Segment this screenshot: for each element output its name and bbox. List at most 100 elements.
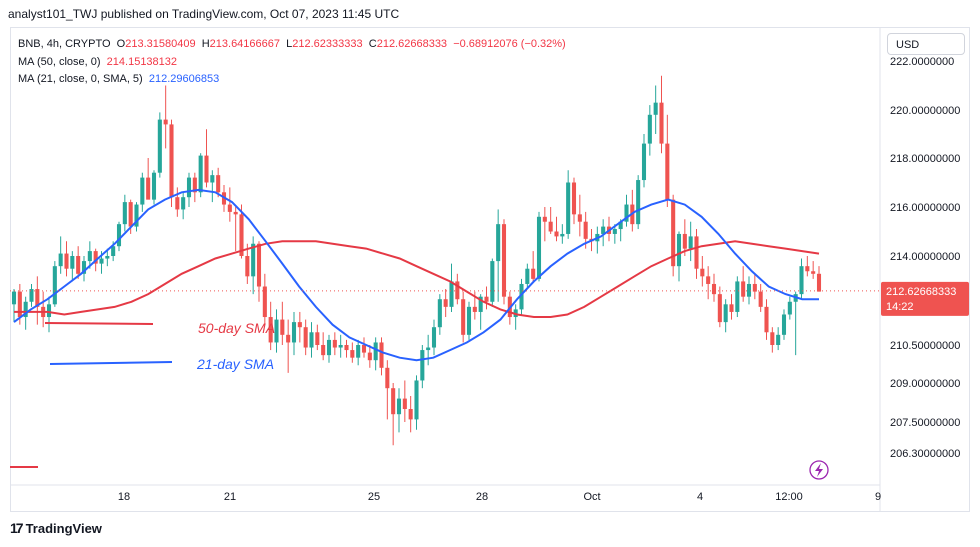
candle-body [805,266,810,272]
candle-body [64,253,69,269]
candle [338,334,343,358]
change-value: −0.68912076 (−0.32%) [453,38,566,50]
candle-body [157,119,162,173]
candle-body [466,306,472,335]
symbol-label[interactable]: BNB, 4h, CRYPTO [18,38,111,50]
candle-body [449,281,454,307]
candle-body [816,273,822,292]
candle-body [647,114,652,144]
candle [163,85,168,149]
y-tick-label: 209.00000000 [890,378,960,390]
candle [455,273,460,305]
currency-button[interactable]: USD [887,33,965,55]
candle-body [198,155,203,193]
candle-body [151,172,157,200]
candle-body [321,345,326,356]
candle-body [776,334,781,345]
candle-body [787,301,792,315]
candle-body [717,294,722,323]
candle [157,112,162,178]
candle [571,177,577,225]
candle [758,283,763,312]
candle [239,204,244,259]
candle-body [239,214,244,256]
ma21-label: MA (21, close, 0, SMA, 5) [18,73,143,85]
candle [735,276,740,318]
candle [268,301,273,351]
candle [577,194,582,237]
candle-body [373,342,378,361]
candle-body [116,224,122,247]
candle [665,114,670,207]
candle-body [536,216,542,279]
candle-body [210,175,215,183]
x-tick-label: 4 [697,491,703,503]
chart-frame [10,27,970,512]
candle [274,309,279,353]
candle [711,273,717,302]
candle-body [752,283,757,292]
countdown-label: 14:22 [886,301,914,313]
candle-body [612,229,617,234]
candle-body [723,304,728,323]
candle [595,226,600,254]
candle-body [554,231,559,237]
candle [391,383,396,446]
candle [787,296,792,320]
candle-body [192,177,197,193]
candle-body [186,177,192,198]
high-key: H [201,38,210,50]
candle-body [735,281,740,312]
ma21-row[interactable]: MA (21, close, 0, SMA, 5) 212.29606853 [18,71,566,89]
candle [280,301,285,345]
candle-body [641,143,647,181]
candle [781,309,787,340]
candle-body [711,283,717,295]
last-price-tag [881,281,969,316]
candle [811,261,816,279]
ma50-row[interactable]: MA (50, close, 0) 214.15138132 [18,54,566,72]
candle-body [367,352,372,361]
x-tick-label: 9 [875,491,881,503]
candle-body [233,211,238,215]
candle [420,345,425,389]
candle [671,194,676,277]
candle-body [58,253,63,267]
candle-body [105,256,110,259]
candle-body [256,243,262,287]
candle-body [204,155,209,183]
brand-name: TradingView [25,520,102,536]
candle [233,207,238,252]
y-tick-label: 206.30000000 [890,448,960,460]
candle [227,187,232,222]
candle-body [496,224,501,262]
candle [601,219,606,247]
candle-body [437,299,442,328]
candle [186,172,192,207]
candle [356,339,361,366]
open-value: 213.31580409 [125,38,196,50]
candle-body [694,236,699,269]
candle-body [163,119,168,125]
y-tick-label: 214.00000000 [890,251,960,263]
candle [204,129,209,188]
candle-body [746,283,752,297]
lightning-icon[interactable] [809,460,829,480]
low-value: 212.62333333 [292,38,363,50]
candle [151,170,157,205]
candle-body [385,367,390,389]
candle-body [326,339,332,356]
candle [414,375,419,430]
candle-body [134,204,139,227]
candle [181,192,186,220]
candle-body [799,266,804,295]
candle-body [501,224,507,297]
candle [746,276,752,305]
candle [752,273,757,300]
candle-body [706,276,711,284]
candle [385,360,390,420]
candle [76,246,81,279]
candle [52,261,57,307]
candle [175,187,180,217]
